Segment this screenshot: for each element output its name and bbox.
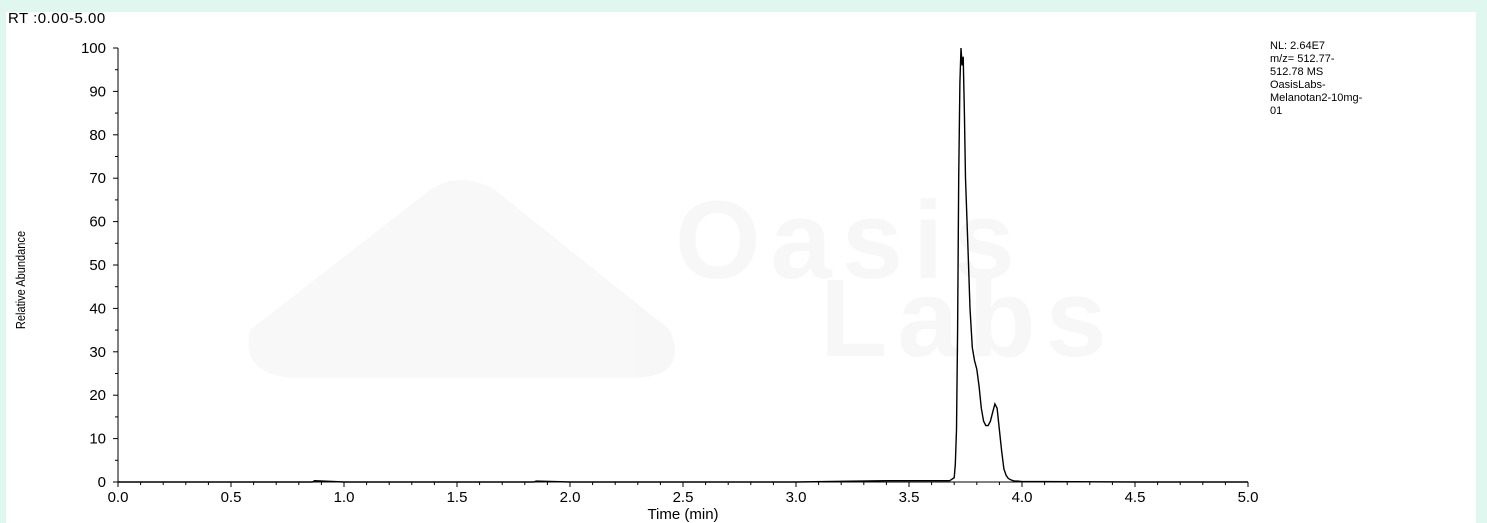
chromatogram-trace	[118, 47, 1248, 483]
x-axis-title: Time (min)	[647, 506, 718, 523]
watermark: Oasis Labs	[248, 179, 1117, 380]
x-tick-label: 1.5	[447, 489, 468, 506]
x-tick-label: 4.0	[1012, 489, 1033, 506]
y-tick-label: 80	[89, 127, 106, 144]
x-tick-label: 3.0	[786, 489, 807, 506]
x-axis-ticks: 0.0 0.5 1.0 1.5 2.0 2.5 3.0 3.5 4.0 4.5 5.0	[108, 482, 1259, 506]
y-axis-title: Relative Abundance	[13, 231, 28, 329]
y-tick-label: 40	[89, 300, 106, 317]
watermark-line-2: Labs	[820, 257, 1117, 380]
y-tick-label: 100	[81, 40, 106, 57]
scan-info-line: 01	[1270, 105, 1283, 117]
scan-info-line: Melanotan2-10mg-	[1270, 92, 1363, 104]
x-tick-label: 0.0	[108, 489, 129, 506]
y-tick-label: 70	[89, 170, 106, 187]
scan-info-line: NL: 2.64E7	[1270, 40, 1326, 52]
scan-info-line: OasisLabs-	[1270, 79, 1326, 91]
y-tick-label: 10	[89, 431, 106, 448]
y-tick-label: 20	[89, 387, 106, 404]
chart-panel	[6, 12, 1476, 523]
x-tick-label: 5.0	[1238, 489, 1259, 506]
x-tick-label: 1.0	[334, 489, 355, 506]
scan-info-line: m/z= 512.77-	[1270, 53, 1335, 65]
y-tick-label: 0	[98, 474, 106, 491]
y-tick-label: 30	[89, 344, 106, 361]
x-tick-label: 4.5	[1125, 489, 1146, 506]
x-tick-label: 3.5	[899, 489, 920, 506]
x-tick-label: 2.5	[673, 489, 694, 506]
y-tick-label: 50	[89, 257, 106, 274]
y-tick-label: 60	[89, 214, 106, 231]
x-tick-label: 2.0	[560, 489, 581, 506]
retention-time-range-label: RT :0.00-5.00	[8, 10, 106, 27]
y-axis-ticks: 0 10 20 30 40 50 60 70 80 90 100	[81, 40, 118, 491]
x-tick-label: 0.5	[221, 489, 242, 506]
watermark-logo-shape	[248, 180, 676, 378]
scan-info-line: 512.78 MS	[1270, 66, 1324, 78]
y-tick-label: 90	[89, 83, 106, 100]
scan-info-block: NL: 2.64E7 m/z= 512.77- 512.78 MS OasisL…	[1270, 40, 1362, 118]
